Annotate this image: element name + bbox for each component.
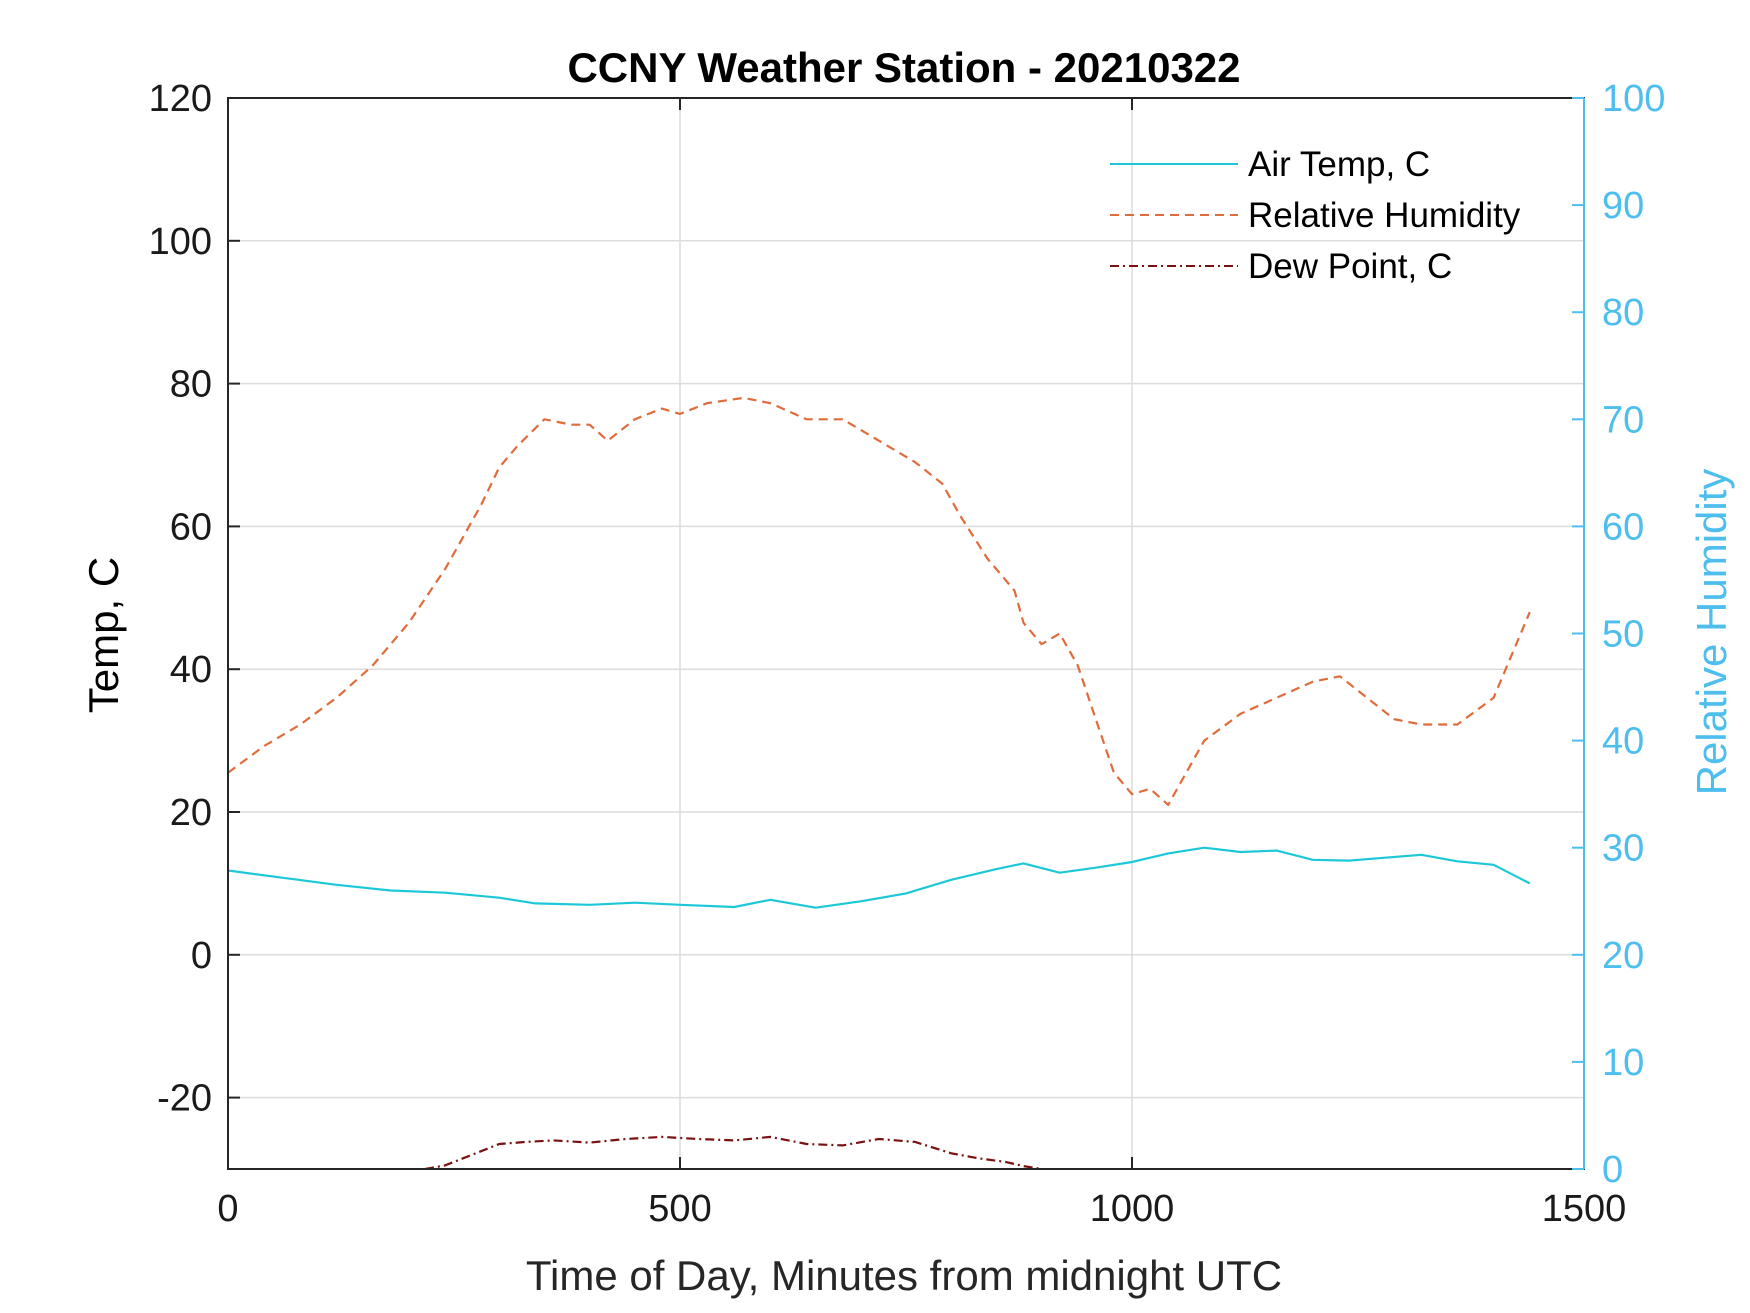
- left-axis-ticks: 120 100 80 60 40 20 0 -20: [149, 78, 240, 1120]
- left-tick-label: 80: [170, 364, 212, 406]
- legend-label-0: Air Temp, C: [1248, 145, 1430, 184]
- series-line-1: [228, 396, 1531, 806]
- legend-label-1: Relative Humidity: [1248, 196, 1521, 235]
- left-tick-label: 0: [191, 935, 212, 977]
- right-tick-label: 90: [1602, 185, 1644, 227]
- right-tick-label: 20: [1602, 935, 1644, 977]
- right-tick-label: 10: [1602, 1042, 1644, 1084]
- left-tick-label: 20: [170, 792, 212, 834]
- right-tick-label: 70: [1602, 399, 1644, 441]
- right-tick-label: 30: [1602, 828, 1644, 870]
- x-tick-label: 1500: [1542, 1188, 1627, 1230]
- right-tick-label: 40: [1602, 721, 1644, 763]
- left-tick-label: 120: [149, 78, 212, 120]
- legend-label-2: Dew Point, C: [1248, 247, 1452, 286]
- right-tick-label: 0: [1602, 1149, 1623, 1191]
- x-axis-label: Time of Day, Minutes from midnight UTC: [526, 1252, 1282, 1299]
- x-tick-label: 0: [217, 1188, 238, 1230]
- x-tick-label: 1000: [1090, 1188, 1175, 1230]
- left-tick-label: 60: [170, 506, 212, 548]
- x-tick-label: 500: [648, 1188, 711, 1230]
- right-tick-label: 60: [1602, 506, 1644, 548]
- series-line-0: [228, 846, 1531, 909]
- right-axis-label: Relative Humidity: [1688, 469, 1735, 796]
- left-axis-label: Temp, C: [80, 557, 127, 713]
- chart-title: CCNY Weather Station - 20210322: [567, 44, 1240, 91]
- right-tick-label: 100: [1602, 78, 1665, 120]
- plot-series: [228, 396, 1531, 1169]
- x-axis-ticks: 0 500 1000 1500: [217, 98, 1626, 1230]
- right-tick-label: 80: [1602, 292, 1644, 334]
- right-tick-label: 50: [1602, 614, 1644, 656]
- left-tick-label: -20: [157, 1078, 212, 1120]
- chart-legend: Air Temp, C Relative Humidity Dew Point, C: [1110, 145, 1521, 286]
- left-tick-label: 100: [149, 221, 212, 263]
- grid-lines: [228, 98, 1584, 1169]
- left-tick-label: 40: [170, 649, 212, 691]
